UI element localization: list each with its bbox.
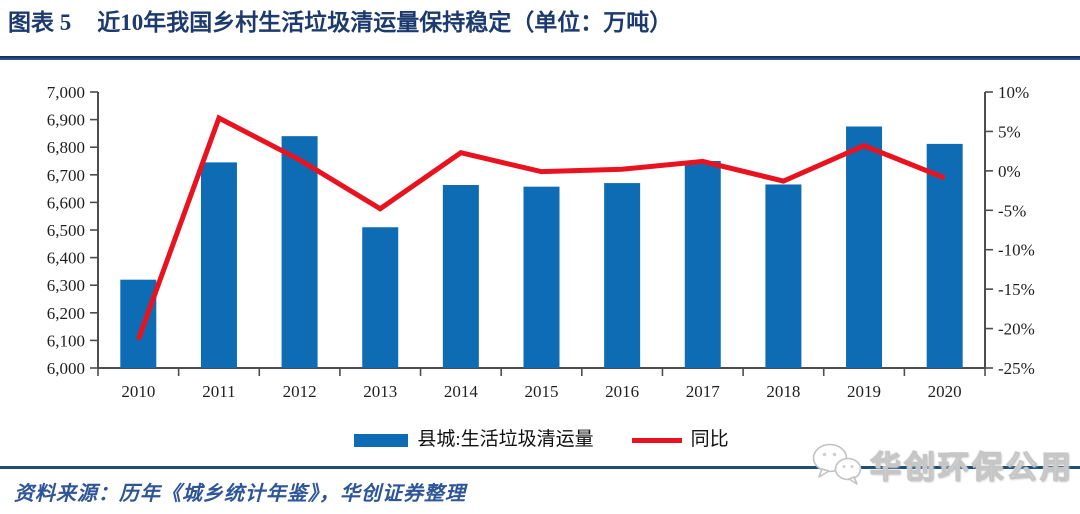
legend-item-bar-series: 县城:生活垃圾清运量 [354, 429, 594, 451]
bar-2015 [523, 186, 560, 368]
x-axis-year-label: 2015 [525, 382, 559, 401]
x-axis-year-label: 2019 [847, 382, 881, 401]
x-axis-year-label: 2012 [283, 382, 317, 401]
wechat-icon [812, 443, 862, 485]
left-axis-tick-label: 7,000 [47, 83, 85, 102]
right-axis-tick-label: 10% [998, 83, 1029, 102]
left-axis-tick-label: 6,300 [47, 276, 85, 295]
x-axis-year-label: 2014 [444, 382, 479, 401]
x-axis-year-label: 2016 [605, 382, 639, 401]
chart-legend: 县城:生活垃圾清运量 同比 [98, 428, 985, 452]
bar-2010 [120, 279, 157, 368]
left-axis-tick-label: 6,600 [47, 193, 85, 212]
bar-2011 [200, 162, 237, 368]
watermark-text: 华创环保公用 [869, 449, 1074, 485]
x-axis-year-label: 2018 [766, 382, 800, 401]
bar-series-label: 县城:生活垃圾清运量 [417, 429, 594, 450]
yoy-line [135, 114, 946, 341]
x-axis-year-label: 2011 [202, 382, 235, 401]
source-note: 资料来源：历年《城乡统计年鉴》，华创证券整理 [14, 483, 466, 505]
bar-2012 [281, 136, 318, 368]
left-axis-tick-label: 6,200 [47, 304, 85, 323]
bar-2020 [926, 143, 963, 368]
left-axis-tick-label: 6,400 [47, 249, 85, 268]
figure-title-text: 近10年我国乡村生活垃圾清运量保持稳定（单位：万吨） [97, 10, 673, 35]
right-axis-tick-label: -10% [998, 241, 1035, 260]
line-series-label: 同比 [690, 429, 729, 450]
right-axis-tick-label: -15% [998, 280, 1035, 299]
bar-2019 [846, 126, 883, 368]
footer-divider [0, 466, 1080, 469]
x-axis-year-label: 2013 [363, 382, 397, 401]
bar-2013 [362, 227, 399, 368]
x-axis-year-label: 2020 [928, 382, 962, 401]
right-axis-tick-label: 5% [998, 122, 1021, 141]
legend-item-line-series: 同比 [631, 429, 729, 451]
header-divider [0, 56, 1080, 60]
figure-number-label: 图表 5 [8, 10, 72, 35]
line-series-swatch [631, 437, 682, 443]
left-axis-tick-label: 6,800 [47, 138, 85, 157]
figure-title: 图表 5 近10年我国乡村生活垃圾清运量保持稳定（单位：万吨） [8, 8, 1072, 38]
left-axis-tick-label: 6,900 [47, 111, 85, 130]
bar-2017 [684, 161, 721, 368]
right-axis-tick-label: -5% [998, 201, 1026, 220]
left-axis-tick-label: 6,000 [47, 359, 85, 378]
bar-2016 [604, 183, 641, 368]
left-axis-tick-label: 6,500 [47, 221, 85, 240]
x-axis-year-label: 2017 [686, 382, 721, 401]
right-axis-tick-label: -25% [998, 359, 1035, 378]
left-axis-tick-label: 6,100 [47, 331, 85, 350]
bar-2018 [765, 184, 802, 368]
brand-watermark: 华创环保公用 [810, 436, 1074, 492]
left-axis-tick-label: 6,700 [47, 166, 85, 185]
x-axis-year-label: 2010 [121, 382, 155, 401]
right-axis-tick-label: 0% [998, 162, 1021, 181]
bar-series-swatch [354, 433, 409, 447]
bar-2014 [442, 185, 479, 368]
right-axis-tick-label: -20% [998, 320, 1035, 339]
